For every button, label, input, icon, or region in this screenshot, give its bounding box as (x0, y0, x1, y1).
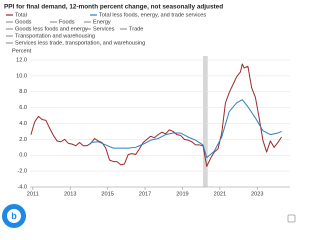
x-tick-label: 2011 (27, 191, 39, 197)
legend-label[interactable]: Services less trade, transportation, and… (15, 40, 145, 46)
legend-label[interactable]: Trade (129, 26, 143, 32)
legend-label[interactable]: Foods (59, 19, 75, 25)
y-tick-label: 4.0 (19, 121, 27, 127)
page: PPI for final demand, 12-month percent c… (0, 0, 300, 231)
legend-label[interactable]: Total less foods, energy, and trade serv… (99, 12, 206, 18)
legend-label[interactable]: Services (93, 26, 115, 32)
legend-label[interactable]: Goods (15, 19, 32, 25)
expand-icon[interactable] (287, 214, 296, 223)
legend-label[interactable]: Transportation and warehousing (15, 33, 95, 39)
y-tick-label: 10.0 (16, 73, 27, 79)
series-line (90, 99, 282, 159)
y-tick-label: 2.0 (19, 137, 27, 143)
background (0, 0, 300, 231)
y-tick-label: 12.0 (16, 57, 27, 63)
chart: PPI for final demand, 12-month percent c… (0, 0, 300, 231)
logo: b (2, 204, 26, 228)
legend-label[interactable]: Energy (93, 19, 111, 25)
y-tick-label: 0.0 (19, 153, 27, 159)
y-tick-label: -4.0 (17, 184, 27, 190)
y-axis-label: Percent (12, 48, 32, 54)
x-tick-label: 2021 (214, 191, 226, 197)
x-tick-label: 2019 (176, 191, 188, 197)
x-tick-label: 2015 (101, 191, 113, 197)
legend-label[interactable]: Goods less foods and energy (15, 26, 88, 32)
x-tick-label: 2013 (64, 191, 76, 197)
x-tick-label: 2023 (251, 191, 263, 197)
y-tick-label: 6.0 (19, 105, 27, 111)
y-tick-label: 8.0 (19, 89, 27, 95)
logo-letter: b (11, 211, 17, 221)
chart-title: PPI for final demand, 12-month percent c… (4, 4, 223, 11)
y-tick-label: -2.0 (17, 169, 27, 175)
legend-label[interactable]: Total (15, 12, 27, 18)
recession-band (203, 56, 208, 187)
logo-inner (7, 209, 21, 223)
series-line (30, 63, 282, 167)
x-tick-label: 2017 (139, 191, 151, 197)
